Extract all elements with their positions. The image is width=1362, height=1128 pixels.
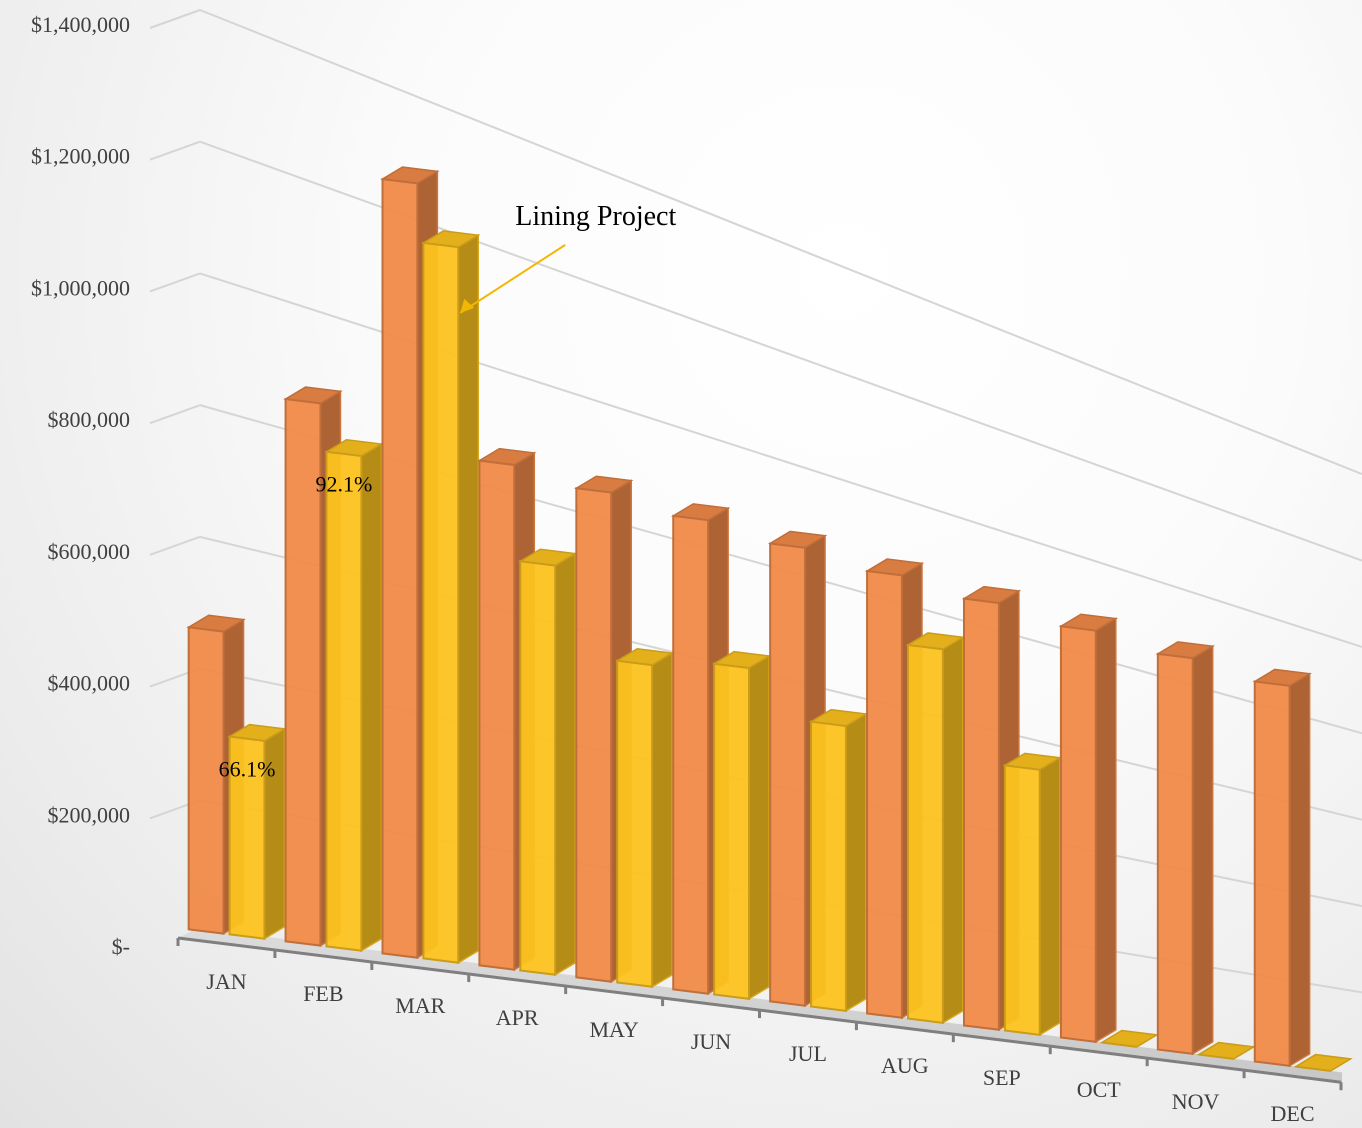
- bar-series1-jul-front: [769, 542, 807, 1007]
- y-tick-label: $400,000: [48, 671, 131, 696]
- x-tick-label-sep: SEP: [983, 1065, 1021, 1090]
- bar-series1-dec-side: [1288, 672, 1311, 1068]
- data-labels: 66.1% 92.1%: [219, 472, 373, 782]
- bar-series2-aug: [905, 632, 966, 1025]
- gridline-left: [149, 404, 201, 425]
- x-axis-ticks: [176, 938, 1343, 1091]
- y-tick-label: $1,000,000: [31, 275, 130, 300]
- bar-series2-mar-side: [457, 233, 480, 965]
- y-tick-label: $1,200,000: [31, 144, 130, 169]
- gridline-left: [149, 140, 201, 161]
- y-tick-label: $200,000: [48, 802, 131, 827]
- x-tick-label-feb: FEB: [303, 981, 343, 1006]
- x-tick-label-nov: NOV: [1172, 1089, 1220, 1114]
- bar-series2-may: [614, 647, 675, 989]
- bar-series1-oct-front: [1059, 625, 1097, 1043]
- gridline: [199, 9, 1362, 476]
- bar-series1-oct: [1058, 613, 1119, 1044]
- bar-series2-jun-side: [748, 654, 770, 1001]
- bar-series1-apr-front: [478, 459, 516, 971]
- bar-series2-dec-front: [1295, 1065, 1331, 1072]
- x-tick-label-dec: DEC: [1271, 1101, 1315, 1126]
- bar-series2-nov: [1196, 1041, 1256, 1060]
- x-tick-label-apr: APR: [496, 1005, 539, 1030]
- annotation: Lining Project: [459, 201, 676, 314]
- bar-series2-oct-front: [1101, 1041, 1137, 1048]
- bar-series2-dec: [1293, 1053, 1353, 1072]
- bar-series2-may-front: [616, 659, 654, 988]
- bar-series1-dec: [1252, 668, 1312, 1068]
- bar-series2-jul-side: [845, 712, 867, 1013]
- bar-series2-sep: [1002, 752, 1063, 1037]
- bar-series2-mar: [421, 230, 481, 965]
- gridline-left: [149, 272, 201, 293]
- bar-series2-mar-front: [422, 241, 460, 964]
- bar-series2-sep-side: [1039, 756, 1061, 1037]
- bar-series1-feb-front: [284, 397, 322, 947]
- bar-series1-dec-front: [1253, 680, 1291, 1067]
- bar-series2-jun: [711, 650, 772, 1001]
- x-tick-label-jun: JUN: [691, 1029, 731, 1054]
- bar-series1-mar-front: [381, 177, 419, 959]
- bar-series1-aug-front: [866, 569, 903, 1019]
- x-tick-label-jan: JAN: [206, 969, 246, 994]
- bar-series1-may-front: [575, 487, 613, 983]
- bar-series2-jan: [227, 723, 287, 941]
- bar-series2-feb-front: [325, 450, 363, 952]
- gridline-left: [149, 9, 201, 29]
- annotation-arrow: [459, 244, 566, 314]
- chart-floor: [178, 928, 1342, 1093]
- bar-series2-may-side: [651, 651, 673, 989]
- bar-series1-oct-side: [1095, 617, 1117, 1044]
- x-tick-label-oct: OCT: [1077, 1077, 1122, 1102]
- x-tick-label-jul: JUL: [789, 1041, 827, 1066]
- bar-series2-jul-front: [810, 720, 847, 1012]
- data-label-jan: 66.1%: [219, 757, 276, 782]
- bar-series2-jan-front: [228, 735, 266, 940]
- x-tick-label-may: MAY: [589, 1017, 638, 1042]
- bar-series2-oct: [1099, 1029, 1159, 1048]
- y-tick-label: $-: [112, 934, 130, 959]
- annotation-text: Lining Project: [515, 201, 676, 232]
- bar-series2-feb: [324, 438, 384, 953]
- bar-series1-nov: [1155, 641, 1215, 1056]
- annotation-arrowhead: [460, 298, 475, 313]
- x-tick-label-aug: AUG: [881, 1053, 929, 1078]
- bar-series2-apr: [518, 548, 578, 977]
- x-axis-tick-labels: JAN FEB MAR APR MAY JUN JUL AUG SEP OCT NOV DEC: [206, 969, 1314, 1126]
- y-tick-label: $1,400,000: [31, 12, 130, 37]
- bar-series2-apr-front: [519, 560, 557, 976]
- bar-series1-sep-front: [962, 597, 1000, 1031]
- gridline-left: [149, 535, 201, 556]
- bar-series1-jan-front: [187, 626, 225, 935]
- bar-series2-aug-front: [906, 643, 944, 1024]
- bar-series2-sep-front: [1003, 764, 1041, 1036]
- data-label-feb: 92.1%: [315, 472, 372, 497]
- bar-series2-feb-side: [360, 442, 383, 953]
- y-tick-label: $600,000: [48, 539, 131, 564]
- y-axis-tick-labels: $1,400,000 $1,200,000 $1,000,000 $800,000 $6…: [31, 12, 130, 959]
- bar-series2-jul: [808, 708, 869, 1013]
- x-tick-label-mar: MAR: [395, 993, 445, 1018]
- bar-series2-aug-side: [942, 635, 964, 1025]
- bar-series1-nov-side: [1191, 644, 1214, 1056]
- bar-series: [186, 166, 1353, 1072]
- bar-series2-jun-front: [713, 662, 751, 1000]
- bar-series1-jun-front: [672, 514, 710, 995]
- bar-series2-nov-front: [1198, 1053, 1234, 1060]
- bar-series2-apr-side: [554, 552, 576, 977]
- y-tick-label: $800,000: [48, 407, 131, 432]
- bar-series1-nov-front: [1156, 652, 1194, 1055]
